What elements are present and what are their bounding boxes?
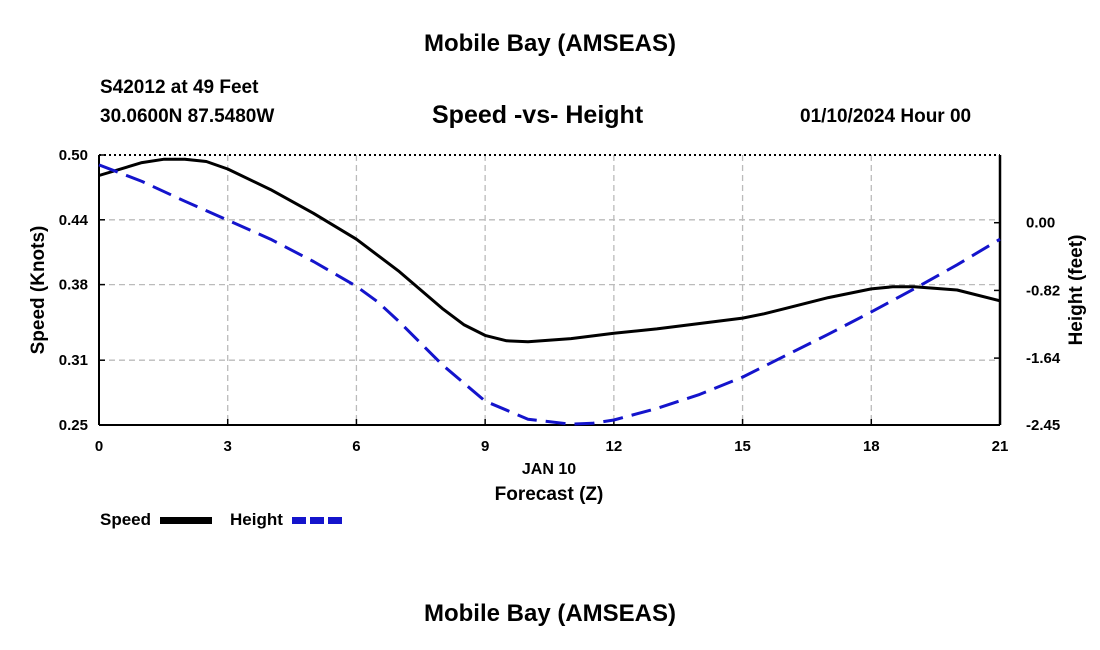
y2-axis-label: Height (feet) — [1066, 235, 1087, 346]
legend-speed-label: Speed — [100, 510, 152, 529]
station-coords: 30.0600N 87.5480W — [100, 106, 275, 127]
y-axis-label: Speed (Knots) — [28, 226, 49, 355]
x-tick-label: 12 — [606, 438, 623, 455]
y2-tick-label: -2.45 — [1026, 417, 1060, 434]
x-tick-label: 6 — [352, 438, 360, 455]
x-tick-label: 9 — [481, 438, 489, 455]
chart-subtitle: Speed -vs- Height — [432, 101, 644, 129]
series-speed-line — [98, 157, 1001, 344]
x-tick-label: 3 — [224, 438, 232, 455]
y2-tick-label: -1.64 — [1026, 350, 1061, 367]
y2-tick-label: -0.82 — [1026, 282, 1060, 299]
legend-height-swatch — [292, 517, 342, 524]
y-tick-label: 0.44 — [59, 212, 89, 229]
y-tick-label: 0.38 — [59, 277, 88, 294]
y-tick-label: 0.25 — [59, 417, 88, 434]
x-tick-label: 15 — [734, 438, 751, 455]
x-axis-label: Forecast (Z) — [495, 484, 604, 505]
page-title: Mobile Bay (AMSEAS) — [423, 30, 677, 57]
y-tick-label: 0.50 — [59, 147, 88, 164]
legend-height-label: Height — [230, 510, 283, 529]
legend-speed-swatch — [160, 517, 212, 524]
x-tick-label: 0 — [95, 438, 103, 455]
station-label: S42012 at 49 Feet — [100, 77, 259, 98]
page-title-bottom: Mobile Bay (AMSEAS) — [423, 600, 677, 627]
forecast-datetime: 01/10/2024 Hour 00 — [800, 106, 972, 127]
x-tick-label: 21 — [992, 438, 1009, 455]
x-axis-date-label: JAN 10 — [522, 461, 576, 478]
series-height-line — [98, 163, 1001, 426]
y-tick-label: 0.31 — [59, 352, 88, 369]
x-tick-label: 18 — [863, 438, 880, 455]
y2-tick-label: 0.00 — [1026, 215, 1055, 232]
